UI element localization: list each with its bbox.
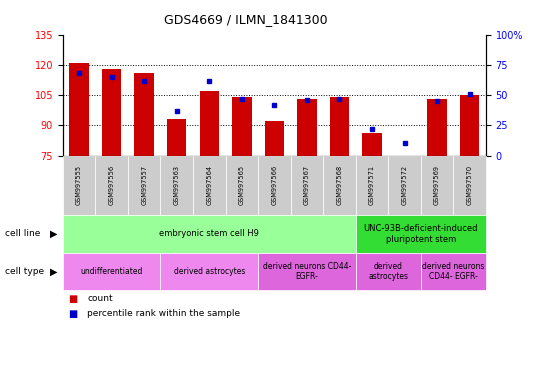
Text: undifferentiated: undifferentiated (80, 267, 143, 276)
Text: ▶: ▶ (50, 229, 57, 239)
Text: GSM997568: GSM997568 (336, 165, 342, 205)
Bar (69, 63, 89, 156)
Text: derived astrocytes: derived astrocytes (174, 267, 245, 276)
Text: GSM997569: GSM997569 (434, 165, 440, 205)
Bar (330, 97, 349, 156)
Bar (199, 91, 219, 156)
Text: GSM997567: GSM997567 (304, 165, 310, 205)
Bar (102, 69, 121, 156)
Text: percentile rank within the sample: percentile rank within the sample (87, 309, 240, 318)
Text: GDS4669 / ILMN_1841300: GDS4669 / ILMN_1841300 (164, 13, 328, 26)
Bar (460, 95, 479, 156)
Text: ■: ■ (68, 294, 78, 304)
Text: embryonic stem cell H9: embryonic stem cell H9 (159, 229, 259, 238)
Bar (297, 99, 317, 156)
Text: GSM997566: GSM997566 (271, 165, 277, 205)
Text: ▶: ▶ (50, 266, 57, 276)
Text: UNC-93B-deficient-induced
pluripotent stem: UNC-93B-deficient-induced pluripotent st… (364, 224, 478, 243)
Text: GSM997570: GSM997570 (467, 165, 473, 205)
Text: GSM997565: GSM997565 (239, 165, 245, 205)
Text: GSM997557: GSM997557 (141, 165, 147, 205)
Text: derived
astrocytes: derived astrocytes (369, 262, 408, 281)
Text: GSM997556: GSM997556 (109, 165, 115, 205)
Bar (134, 73, 154, 156)
Bar (232, 97, 252, 156)
Bar (428, 99, 447, 156)
Text: GSM997555: GSM997555 (76, 165, 82, 205)
Text: count: count (87, 294, 113, 303)
Bar (167, 119, 187, 156)
Text: derived neurons
CD44- EGFR-: derived neurons CD44- EGFR- (422, 262, 485, 281)
Text: ■: ■ (68, 309, 78, 319)
Text: cell line: cell line (5, 229, 41, 238)
Text: GSM997563: GSM997563 (174, 165, 180, 205)
Text: GSM997572: GSM997572 (401, 165, 407, 205)
Bar (362, 133, 382, 156)
Bar (265, 121, 284, 156)
Text: GSM997571: GSM997571 (369, 165, 375, 205)
Text: derived neurons CD44-
EGFR-: derived neurons CD44- EGFR- (263, 262, 351, 281)
Text: cell type: cell type (5, 267, 45, 276)
Text: GSM997564: GSM997564 (206, 165, 212, 205)
